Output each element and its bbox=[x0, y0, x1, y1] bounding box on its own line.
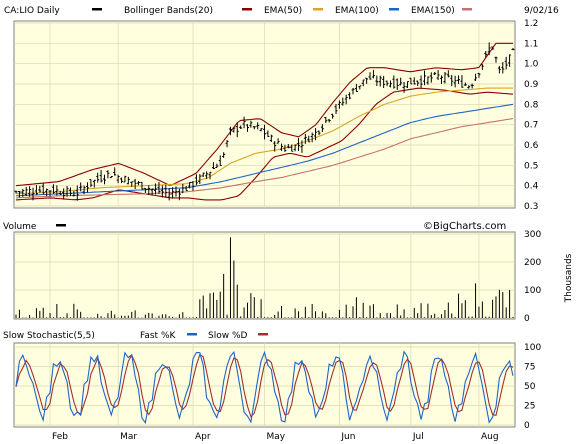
price-bars bbox=[14, 42, 515, 201]
volume-bars bbox=[15, 237, 514, 318]
volume-unit-label: Thousands bbox=[564, 253, 574, 303]
bollinger-legend-label: Bollinger Bands(20) bbox=[124, 6, 213, 16]
price-tick-label: 0.8 bbox=[524, 100, 539, 110]
stochastic-tick-label: 75 bbox=[524, 363, 535, 373]
volume-tick-label: 300 bbox=[524, 230, 541, 240]
x-axis-month-label: Aug bbox=[481, 432, 499, 442]
x-axis-month-label: Mar bbox=[120, 432, 137, 442]
chart-date: 9/02/16 bbox=[524, 6, 559, 16]
price-tick-label: 1.0 bbox=[524, 60, 539, 70]
stochastic-tick-label: 0 bbox=[524, 421, 530, 431]
bollinger-upper-line bbox=[15, 42, 513, 187]
stochastic-tick-label: 50 bbox=[524, 382, 536, 392]
volume-panel: 0 100 200 300 bbox=[13, 230, 541, 324]
x-axis-month-label: Jul bbox=[412, 432, 424, 442]
volume-tick-label: 100 bbox=[524, 286, 541, 296]
volume-tick-label: 0 bbox=[524, 314, 530, 324]
ema100-legend-label: EMA(100) bbox=[335, 6, 379, 16]
ema50-legend-swatch bbox=[313, 8, 323, 11]
x-axis-month-labels: Feb Mar Apr May Jun Jul Aug bbox=[52, 432, 498, 442]
stochastic-label: Slow Stochastic(5,5) bbox=[3, 331, 95, 341]
price-tick-label: 0.6 bbox=[524, 141, 539, 151]
price-gridlines bbox=[14, 21, 515, 208]
symbol-label: CA:LIO Daily bbox=[4, 6, 60, 16]
slow-d-label: Slow %D bbox=[208, 331, 247, 341]
price-panel: 0.3 0.4 0.5 0.6 0.7 0.8 0.9 1.0 1.1 1.2 bbox=[13, 19, 539, 212]
x-axis-month-label: Jun bbox=[340, 432, 355, 442]
ema150-line bbox=[15, 118, 514, 199]
price-tick-label: 0.4 bbox=[524, 182, 539, 192]
x-axis-month-label: May bbox=[267, 432, 286, 442]
price-tick-label: 1.1 bbox=[524, 39, 538, 49]
volume-legend-swatch bbox=[56, 224, 66, 227]
price-tick-label: 0.5 bbox=[524, 161, 538, 171]
price-tick-label: 1.2 bbox=[524, 19, 538, 29]
stochastic-axis-ticks: 0 25 50 75 100 bbox=[524, 343, 541, 431]
price-tick-label: 0.9 bbox=[524, 80, 539, 90]
indicator-lines bbox=[15, 42, 514, 201]
price-legend-swatch bbox=[92, 8, 102, 11]
stochastic-panel: 0 25 50 75 100 bbox=[13, 342, 541, 431]
stochastic-tick-label: 100 bbox=[524, 343, 541, 353]
ema50-legend-label: EMA(50) bbox=[264, 6, 302, 16]
ema50-line bbox=[15, 87, 513, 195]
fast-k-swatch bbox=[187, 333, 197, 336]
slow-d-swatch bbox=[258, 333, 268, 336]
price-legend: CA:LIO Daily Bollinger Bands(20) EMA(50)… bbox=[4, 6, 559, 16]
watermark: ©BigCharts.com bbox=[423, 221, 506, 232]
stochastic-legend: Slow Stochastic(5,5) Fast %K Slow %D bbox=[3, 331, 268, 341]
price-tick-label: 0.3 bbox=[524, 202, 538, 212]
bollinger-lower-line bbox=[15, 87, 514, 201]
bollinger-legend-swatch bbox=[242, 8, 252, 11]
fast-k-line bbox=[15, 350, 514, 425]
volume-tick-label: 200 bbox=[524, 258, 541, 268]
x-axis-month-label: Apr bbox=[195, 432, 211, 442]
volume-axis-ticks: 0 100 200 300 bbox=[524, 230, 541, 324]
ema100-line bbox=[15, 103, 514, 197]
ema150-legend-swatch bbox=[462, 8, 472, 11]
ema100-legend-swatch bbox=[389, 8, 399, 11]
price-axis-ticks: 0.3 0.4 0.5 0.6 0.7 0.8 0.9 1.0 1.1 1.2 bbox=[524, 19, 539, 212]
ema150-legend-label: EMA(150) bbox=[411, 6, 455, 16]
x-axis-month-label: Feb bbox=[52, 432, 68, 442]
price-tick-label: 0.7 bbox=[524, 121, 538, 131]
stochastic-tick-label: 25 bbox=[524, 402, 535, 412]
volume-label: Volume bbox=[3, 222, 37, 232]
fast-k-label: Fast %K bbox=[140, 331, 176, 341]
stochastic-lines bbox=[15, 350, 514, 425]
